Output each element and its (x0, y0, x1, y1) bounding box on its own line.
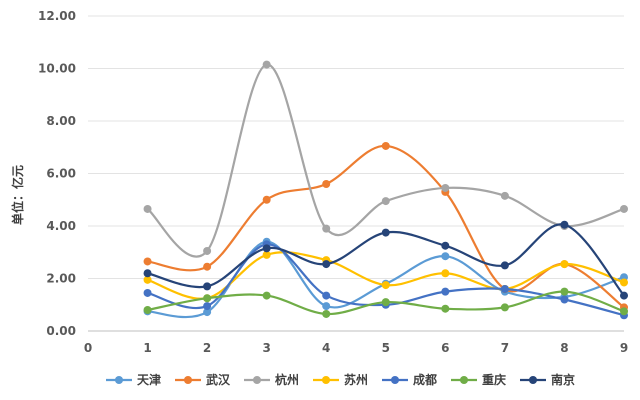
series-group (143, 60, 628, 320)
data-point (441, 252, 450, 261)
legend-marker (460, 376, 468, 384)
x-tick-label: 5 (382, 341, 390, 355)
series-line (147, 243, 625, 317)
data-point (500, 191, 509, 200)
y-tick-label: 10.00 (38, 62, 76, 76)
data-point (441, 304, 450, 313)
series-重庆 (143, 287, 628, 318)
data-point (441, 183, 450, 192)
data-point (620, 307, 628, 316)
gridlines (88, 15, 624, 332)
data-point (322, 302, 331, 311)
legend-label: 重庆 (482, 372, 506, 387)
data-point (203, 308, 212, 317)
data-point (262, 250, 271, 259)
legend-item: 南京 (520, 372, 575, 387)
data-point (381, 141, 390, 150)
y-tick-label: 4.00 (46, 219, 76, 233)
legend-item: 杭州 (244, 372, 299, 387)
data-point (500, 261, 509, 270)
y-axis-label: 单位：亿元 (10, 165, 25, 225)
legend-marker (184, 376, 192, 384)
data-point (560, 260, 569, 269)
legend-label: 武汉 (206, 372, 231, 387)
legend-marker (115, 376, 123, 384)
legend-label: 成都 (413, 372, 437, 387)
x-tick-label: 4 (322, 341, 330, 355)
data-point (500, 285, 509, 293)
data-point (203, 302, 212, 311)
data-point (262, 291, 271, 300)
data-point (143, 288, 152, 297)
data-point (441, 269, 450, 278)
data-point (322, 291, 331, 300)
y-tick-label: 12.00 (38, 9, 76, 23)
series-line (146, 63, 625, 258)
legend-label: 杭州 (275, 372, 299, 387)
legend-label: 天津 (137, 372, 161, 387)
x-tick-label: 9 (620, 341, 628, 355)
data-point (322, 224, 331, 233)
x-tick-label: 8 (560, 341, 568, 355)
data-point (500, 303, 509, 312)
data-point (381, 228, 390, 237)
x-tick-label: 0 (84, 341, 92, 355)
data-point (620, 291, 628, 300)
legend-item: 武汉 (175, 372, 231, 387)
y-tick-label: 6.00 (46, 167, 76, 181)
legend-marker (529, 376, 537, 384)
legend-label: 苏州 (344, 372, 368, 387)
y-tick-label: 8.00 (46, 114, 76, 128)
data-point (322, 260, 331, 269)
legend-label: 南京 (551, 372, 575, 387)
x-tick-label: 6 (441, 341, 449, 355)
data-point (620, 204, 628, 213)
legend-item: 天津 (106, 372, 161, 387)
data-point (441, 241, 450, 250)
data-point (143, 269, 152, 278)
data-point (381, 281, 390, 290)
data-point (203, 246, 212, 255)
series-杭州 (143, 60, 628, 258)
data-point (143, 204, 152, 213)
data-point (441, 287, 450, 296)
legend-marker (253, 376, 261, 384)
legend-item: 苏州 (313, 372, 368, 387)
y-axis-ticks: 0.00 2.00 4.00 6.00 8.00 10.00 12.00 (38, 9, 76, 338)
data-point (143, 257, 152, 266)
data-point (560, 220, 569, 229)
data-point (620, 278, 628, 287)
x-tick-label: 2 (203, 341, 211, 355)
y-tick-label: 2.00 (46, 272, 76, 286)
y-tick-label: 0.00 (46, 324, 76, 338)
legend-marker (322, 376, 330, 384)
data-point (262, 195, 271, 204)
x-tick-label: 1 (143, 341, 151, 355)
legend-item: 重庆 (451, 372, 506, 387)
data-point (560, 295, 569, 304)
data-point (381, 298, 390, 307)
legend-marker (391, 376, 399, 384)
x-tick-label: 7 (501, 341, 509, 355)
legend: 天津 武汉 杭州 苏州 成都 重庆 南京 (106, 372, 575, 387)
x-axis-ticks: 0 1 2 3 4 5 6 7 8 9 (84, 341, 628, 355)
data-point (203, 294, 212, 303)
series-南京 (143, 220, 628, 300)
data-point (322, 180, 331, 188)
data-point (203, 262, 212, 271)
data-point (262, 244, 271, 253)
data-point (381, 197, 390, 206)
data-point (560, 287, 569, 296)
data-point (262, 60, 271, 69)
x-tick-label: 3 (262, 341, 270, 355)
data-point (203, 282, 212, 291)
data-point (143, 306, 152, 314)
legend-item: 成都 (382, 372, 437, 387)
data-point (143, 275, 152, 284)
data-point (322, 309, 331, 318)
